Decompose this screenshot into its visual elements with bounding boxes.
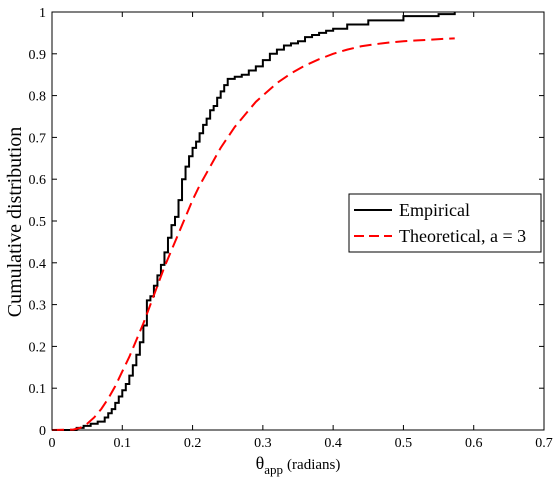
y-tick-label: 0.3	[29, 299, 47, 314]
x-tick-label: 0	[49, 436, 56, 451]
y-tick-label: 0.9	[29, 48, 47, 63]
x-tick-label: 0.5	[395, 436, 413, 451]
legend-label-empirical: Empirical	[399, 200, 470, 220]
y-tick-label: 0.4	[29, 257, 47, 272]
x-axis-label-symbol: θ	[256, 453, 265, 473]
x-axis-label: θapp (radians)	[256, 453, 341, 477]
y-tick-label: 0.5	[29, 215, 47, 230]
y-tick-label: 1	[39, 6, 46, 21]
series-line-theoretical	[51, 37, 455, 431]
x-tick-label: 0.6	[465, 436, 483, 451]
x-tick-label: 0.7	[535, 436, 553, 451]
x-tick-labels: 0 0.1 0.2 0.3 0.4 0.5 0.6 0.7	[49, 436, 553, 451]
y-tick-label: 0.8	[29, 90, 47, 105]
y-tick-label: 0.1	[29, 382, 47, 397]
series-line-empirical	[52, 12, 456, 431]
y-tick-label: 0.6	[29, 173, 47, 188]
x-axis-label-unit: (radians)	[287, 457, 340, 473]
y-tick-label: 0.2	[29, 340, 47, 355]
y-axis-label: Cumulative distribution	[4, 127, 26, 318]
x-axis-label-subscript: app	[264, 462, 283, 477]
y-tick-label: 0	[39, 424, 46, 439]
legend: Empirical Theoretical, a = 3	[348, 193, 542, 253]
legend-label-theoretical: Theoretical, a = 3	[399, 226, 526, 246]
y-tick-label: 0.7	[29, 131, 47, 146]
x-tick-label: 0.3	[254, 436, 272, 451]
y-tick-labels: 0 0.1 0.2 0.3 0.4 0.5 0.6 0.7 0.8 0.9 1	[29, 6, 47, 439]
x-tick-label: 0.2	[184, 436, 202, 451]
x-tick-label: 0.1	[114, 436, 132, 451]
legend-box	[348, 193, 542, 253]
x-tick-label: 0.4	[324, 436, 342, 451]
series-lines	[51, 12, 456, 431]
tick-marks	[51, 11, 545, 431]
